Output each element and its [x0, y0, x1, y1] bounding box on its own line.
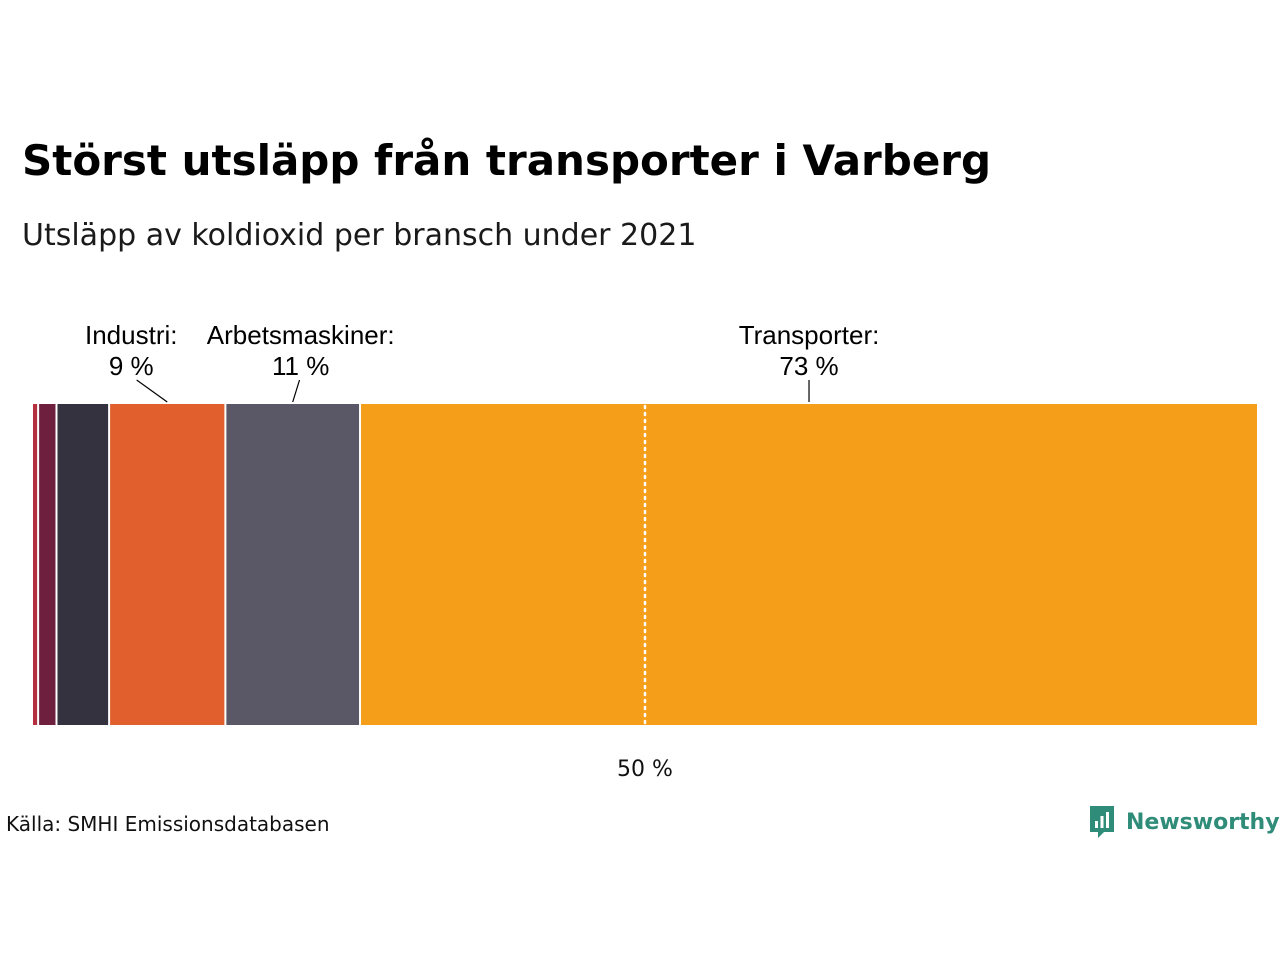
leader-line-4 [136, 379, 168, 403]
source-note: Källa: SMHI Emissionsdatabasen [6, 812, 330, 836]
segment-labels: Industri:9 % Arbetsmaskiner:11 % Transport… [85, 320, 880, 403]
segment-label-6: Transporter: [739, 320, 880, 350]
bar-segment-3 [57, 404, 109, 725]
bar-segment-4 [110, 404, 225, 725]
segment-label-4: Industri: [85, 320, 178, 350]
segment-value-label-6: 73 % [779, 351, 838, 381]
bar-segments [33, 404, 1258, 725]
brand-logo[interactable]: Newsworthy [1088, 802, 1280, 842]
newsworthy-logo-icon [1090, 806, 1114, 838]
segment-label-5: Arbetsmaskiner: [207, 320, 395, 350]
chart-subtitle: Utsläpp av koldioxid per bransch under 2… [22, 218, 697, 253]
bar-segment-6 [361, 404, 1258, 725]
reference-line-label: 50 % [617, 757, 673, 782]
leader-line-5 [292, 379, 301, 403]
stacked-bar-chart: Industri:9 % Arbetsmaskiner:11 % Transport… [33, 320, 1258, 782]
brand-name: Newsworthy [1126, 809, 1280, 835]
reference-line-group: 50 % [617, 404, 673, 782]
bar-segment-1 [33, 404, 38, 725]
bar-segment-2 [39, 404, 56, 725]
chart-title: Störst utsläpp från transporter i Varber… [22, 136, 992, 185]
segment-value-label-4: 9 % [109, 351, 154, 381]
bar-segment-5 [226, 404, 360, 725]
segment-value-label-5: 11 % [272, 351, 329, 381]
